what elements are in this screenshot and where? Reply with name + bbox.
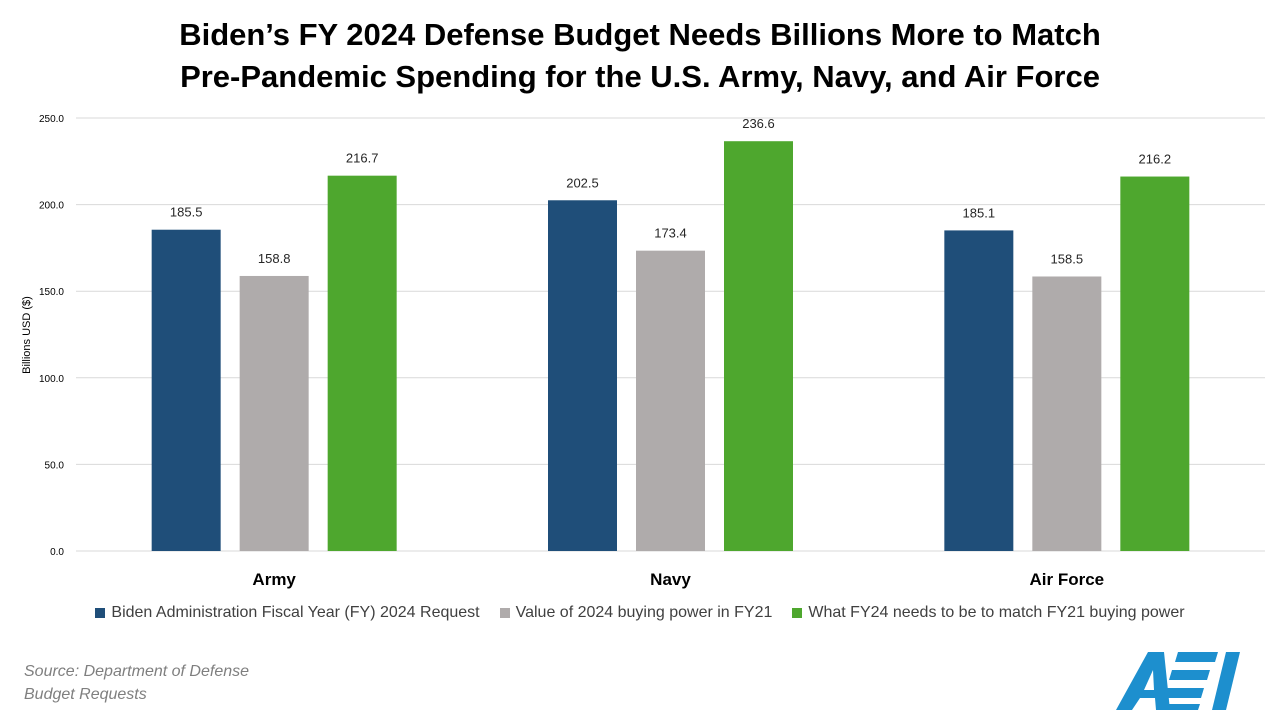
bar-chart: 0.0 50.0 100.0 150.0 200.0 250.0 185.5 158.8 21…: [21, 114, 1265, 589]
y-axis-label: Billions USD ($): [21, 296, 33, 374]
y-tick-label: 50.0: [45, 460, 65, 471]
x-axis-ticks: Army Navy Air Force: [252, 570, 1104, 589]
y-tick-label: 0.0: [50, 547, 64, 558]
source-line-2: Budget Requests: [24, 686, 147, 703]
legend-label: Biden Administration Fiscal Year (FY) 20…: [111, 604, 480, 621]
chart-title-line-1: Biden’s FY 2024 Defense Budget Needs Bil…: [179, 17, 1101, 52]
bar: [1120, 176, 1190, 551]
y-tick-label: 150.0: [39, 287, 64, 298]
legend-item-fy2024-request: Biden Administration Fiscal Year (FY) 20…: [95, 604, 480, 622]
data-label: 185.1: [963, 205, 996, 220]
bar: [548, 200, 617, 551]
legend-label: Value of 2024 buying power in FY21: [515, 604, 773, 621]
data-label: 236.6: [742, 116, 775, 131]
data-labels: 185.5 158.8 216.7 202.5 173.4 236.6 185.1 158.5…: [170, 116, 1171, 266]
bar: [944, 230, 1014, 551]
data-label: 202.5: [566, 175, 599, 190]
bar: [1032, 276, 1102, 551]
source-note: Source: Department of Defense Budget Req…: [24, 660, 249, 706]
bar: [636, 250, 705, 551]
bar: [327, 175, 397, 551]
data-label: 158.8: [258, 251, 291, 266]
aei-logo-icon: [1116, 652, 1240, 710]
data-label: 158.5: [1051, 251, 1084, 266]
legend-item-needed-to-match: What FY24 needs to be to match FY21 buyi…: [792, 604, 1185, 622]
legend: Biden Administration Fiscal Year (FY) 20…: [0, 604, 1280, 622]
x-tick-label: Air Force: [1030, 570, 1105, 589]
legend-swatch: [95, 608, 106, 618]
legend-swatch: [792, 608, 803, 618]
chart-title-line-2: Pre-Pandemic Spending for the U.S. Army,…: [180, 59, 1100, 94]
data-label: 216.7: [346, 151, 379, 166]
bar: [724, 141, 793, 551]
legend-swatch: [499, 608, 510, 618]
source-line-1: Source: Department of Defense: [24, 663, 250, 680]
chart-title: Biden’s FY 2024 Defense Budget Needs Bil…: [0, 14, 1280, 98]
bars: [151, 141, 1190, 552]
data-label: 216.2: [1139, 152, 1172, 167]
y-axis-ticks: 0.0 50.0 100.0 150.0 200.0 250.0: [39, 114, 64, 558]
y-tick-label: 100.0: [39, 374, 64, 385]
bar: [151, 229, 221, 552]
bar: [239, 275, 309, 551]
data-label: 185.5: [170, 205, 203, 220]
legend-label: What FY24 needs to be to match FY21 buyi…: [808, 604, 1185, 621]
data-label: 173.4: [654, 226, 687, 241]
legend-item-fy21-buying-power: Value of 2024 buying power in FY21: [499, 604, 773, 622]
y-tick-label: 250.0: [39, 114, 64, 125]
x-tick-label: Navy: [650, 570, 691, 589]
x-tick-label: Army: [252, 570, 296, 589]
y-tick-label: 200.0: [39, 201, 64, 212]
